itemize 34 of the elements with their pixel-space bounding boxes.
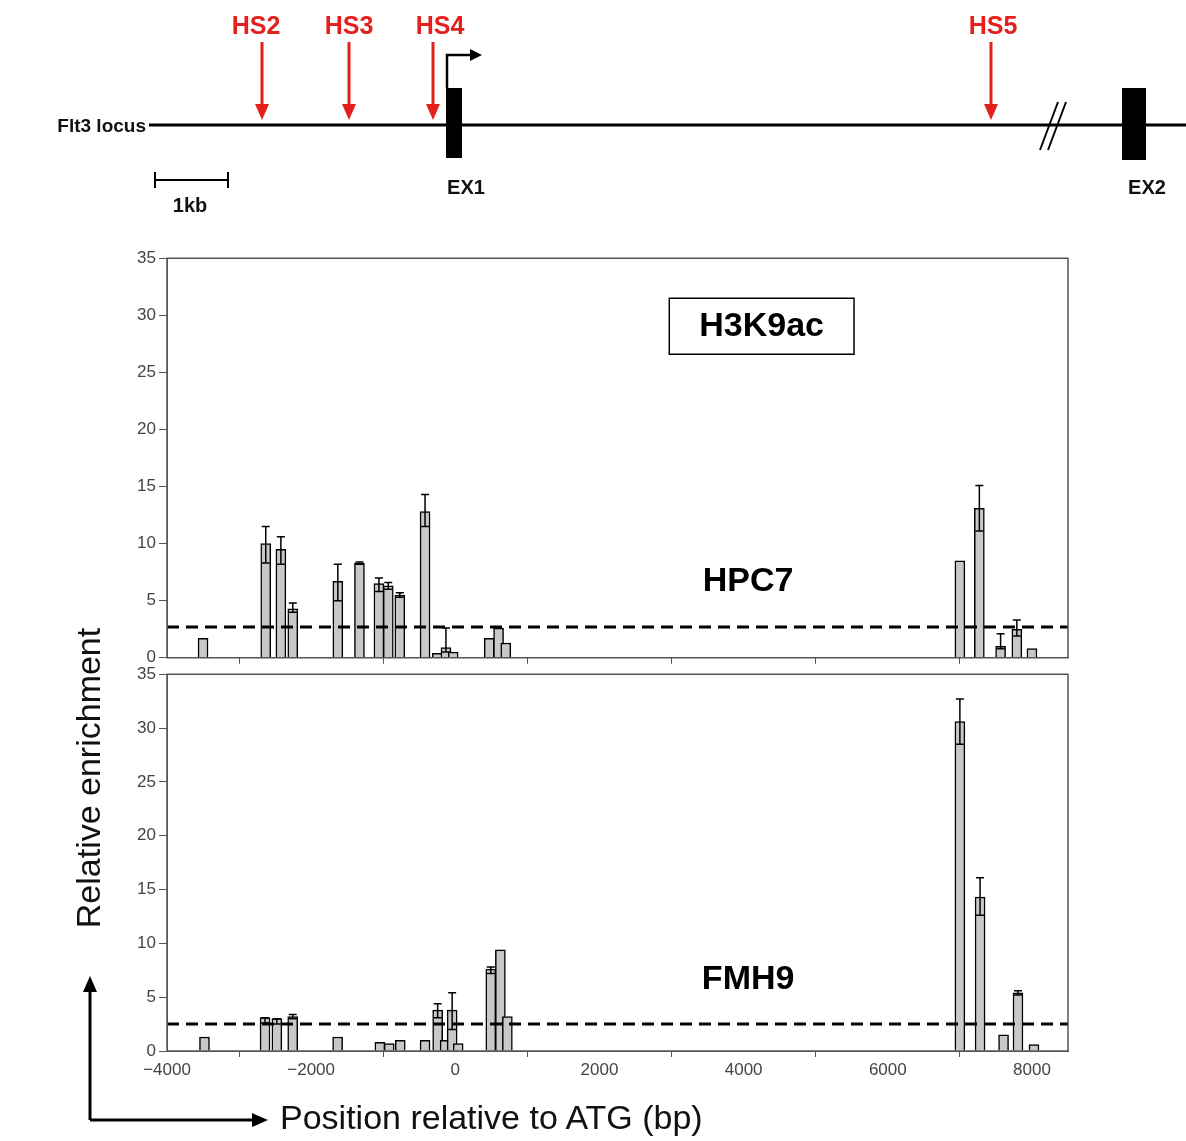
text: HS5 [968,11,1018,39]
text: HS3 [324,11,374,39]
y-axis-title: Relative enrichment [68,627,108,929]
annotation: FMH9 [701,957,795,996]
y-tick-label: 10 [137,933,156,953]
y-tick-label: 0 [146,1040,156,1060]
y-tick-label: 5 [146,590,156,610]
text: HS4 [415,11,465,39]
y-tick-label: 15 [137,476,156,496]
text: HS2 [231,11,281,39]
x-tick-label: 0 [450,1059,461,1079]
y-tick-label: 30 [137,304,156,324]
x-tick-label: 4000 [724,1059,763,1079]
x-tick-label: −4000 [143,1059,191,1079]
y-tick-label: 25 [137,771,156,791]
y-tick-label: 10 [137,533,156,553]
y-tick-label: 20 [137,825,156,845]
annotation: HPC7 [702,560,794,599]
x-tick-label: 8000 [1013,1059,1051,1079]
x-tick-label: 6000 [868,1059,907,1079]
y-tick-label: 35 [137,247,156,267]
y-tick-label: 20 [137,419,156,439]
y-tick-label: 25 [137,362,156,382]
y-tick-label: 5 [146,986,156,1006]
text: Flt3 locus [57,115,146,136]
text: 1kb [172,194,208,216]
x-tick-label: 2000 [580,1059,619,1079]
y-tick-label: 30 [137,717,156,737]
text: EX2 [1128,176,1166,198]
text: EX1 [447,176,485,198]
x-axis-title: Position relative to ATG (bp) [280,1098,703,1137]
x-tick-label: −2000 [287,1059,336,1079]
y-tick-label: 15 [137,879,156,899]
text: H3K9ac [699,304,825,343]
